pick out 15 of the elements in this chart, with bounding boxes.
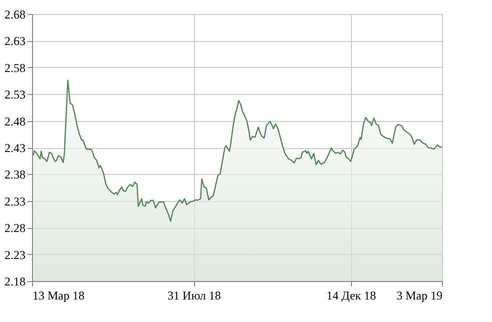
y-tick-label: 2.48 — [4, 114, 26, 128]
y-tick-label: 2.43 — [4, 141, 26, 155]
y-tick-label: 2.33 — [4, 194, 26, 208]
x-tick-label: 13 Мар 18 — [32, 288, 84, 302]
y-tick-label: 2.53 — [4, 88, 26, 102]
y-tick-label: 2.63 — [4, 34, 26, 48]
y-tick-label: 2.18 — [4, 274, 26, 288]
y-tick-label: 2.58 — [4, 60, 26, 75]
x-tick-label: 31 Июл 18 — [168, 288, 221, 302]
y-tick-label: 2.28 — [4, 221, 26, 236]
x-tick-label: 3 Мар 19 — [396, 288, 442, 302]
y-tick-label: 2.38 — [4, 168, 26, 182]
y-tick-label: 2.23 — [4, 248, 26, 262]
x-tick-label: 14 Дек 18 — [326, 288, 376, 302]
y-tick-label: 2.68 — [4, 8, 26, 22]
